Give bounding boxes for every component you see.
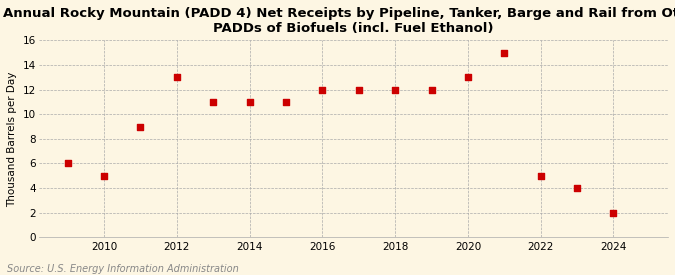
Point [389,87,400,92]
Point [244,100,255,104]
Point [135,124,146,129]
Point [208,100,219,104]
Point [462,75,473,79]
Title: Annual Rocky Mountain (PADD 4) Net Receipts by Pipeline, Tanker, Barge and Rail : Annual Rocky Mountain (PADD 4) Net Recei… [3,7,675,35]
Point [317,87,328,92]
Text: Source: U.S. Energy Information Administration: Source: U.S. Energy Information Administ… [7,264,238,274]
Point [535,174,546,178]
Y-axis label: Thousand Barrels per Day: Thousand Barrels per Day [7,71,17,207]
Point [353,87,364,92]
Point [426,87,437,92]
Point [281,100,292,104]
Point [171,75,182,79]
Point [99,174,109,178]
Point [62,161,73,166]
Point [499,50,510,55]
Point [572,186,583,190]
Point [608,211,619,215]
